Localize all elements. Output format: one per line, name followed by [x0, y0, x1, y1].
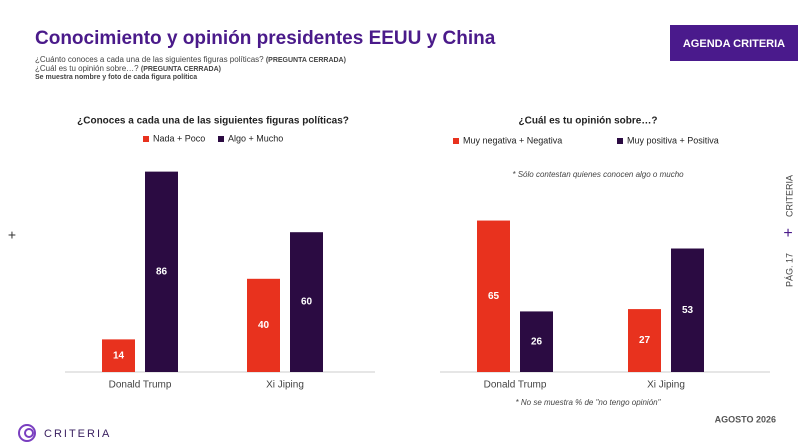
legend-label: Muy negativa + Negativa	[463, 135, 562, 145]
legend-swatch	[143, 136, 149, 142]
legend-swatch	[453, 138, 459, 144]
chart-title: ¿Conoces a cada una de las siguientes fi…	[77, 116, 349, 127]
legend-label: Algo + Mucho	[228, 133, 283, 143]
x-tick-label: Donald Trump	[484, 380, 547, 391]
plus-icon: +	[8, 227, 16, 243]
legend-label: Nada + Poco	[153, 133, 205, 143]
legend-label: Muy positiva + Positiva	[627, 135, 719, 145]
slide-title: Conocimiento y opinión presidentes EEUU …	[35, 28, 496, 49]
bar	[520, 311, 553, 372]
date: AGOSTO 2026	[715, 414, 776, 424]
x-tick-label: Xi Jiping	[647, 380, 685, 391]
header-button-label[interactable]: AGENDA CRITERIA	[683, 38, 785, 50]
bar-value-label: 65	[488, 291, 500, 302]
header-button[interactable]	[670, 25, 798, 61]
bar	[290, 232, 323, 372]
bar-value-label: 27	[639, 335, 651, 346]
bar-value-label: 86	[156, 266, 168, 277]
subtitle-text: ¿Cuánto conoces a cada una de las siguie…	[35, 55, 264, 64]
subtitle-note: Se muestra nombre y foto de cada figura …	[35, 74, 197, 81]
bar	[671, 248, 704, 372]
chart-footnote: * No se muestra % de "no tengo opinión"	[516, 398, 662, 407]
logo-icon	[18, 424, 36, 442]
legend-swatch	[617, 138, 623, 144]
plus-icon: +	[783, 225, 792, 242]
bar	[477, 220, 510, 372]
logo-text: CRITERIA	[44, 428, 111, 440]
bar-value-label: 60	[301, 297, 313, 308]
bar-value-label: 40	[258, 320, 270, 331]
side-brand: CRITERIA	[784, 175, 794, 217]
bar	[628, 309, 661, 372]
bar-value-label: 26	[531, 336, 543, 347]
x-tick-label: Xi Jiping	[266, 380, 304, 391]
page-number: PÁG. 17	[784, 253, 794, 287]
x-tick-label: Donald Trump	[109, 380, 172, 391]
bar	[102, 339, 135, 372]
subtitle-text: ¿Cuál es tu opinión sobre…?	[35, 64, 139, 73]
bar	[145, 171, 178, 372]
subtitle: ¿Cuánto conoces a cada una de las siguie…	[35, 55, 346, 64]
subtitle-tag: (PREGUNTA CERRADA)	[141, 66, 221, 73]
chart-title: ¿Cuál es tu opinión sobre…?	[519, 116, 658, 127]
bar-value-label: 53	[682, 305, 694, 316]
bar	[247, 278, 280, 372]
bar-value-label: 14	[113, 350, 125, 361]
chart-note: * Sólo contestan quienes conocen algo o …	[512, 170, 684, 179]
subtitle: ¿Cuál es tu opinión sobre…? (PREGUNTA CE…	[35, 64, 221, 73]
legend-swatch	[218, 136, 224, 142]
subtitle-tag: (PREGUNTA CERRADA)	[266, 57, 346, 64]
